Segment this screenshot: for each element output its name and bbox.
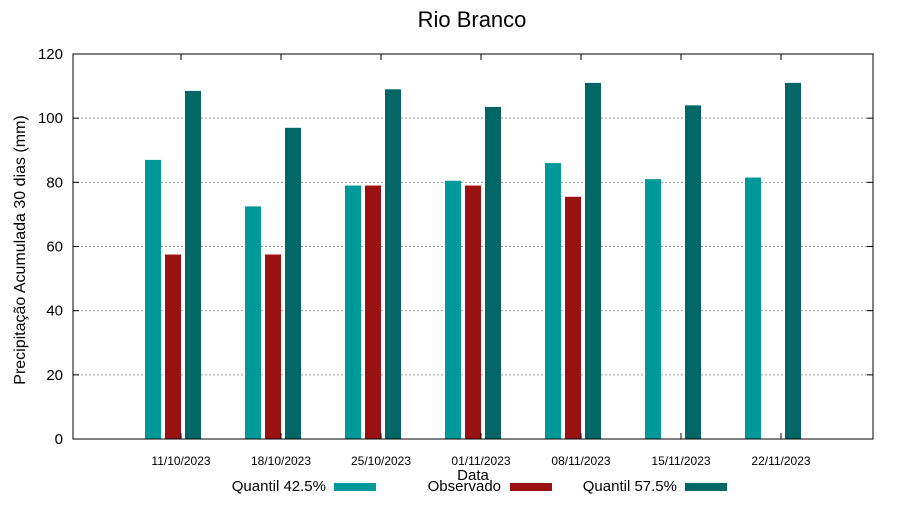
legend: Quantil 42.5% Observado Quantil 57.5% [232,478,727,495]
bar [365,185,381,439]
x-tick-label: 01/11/2023 [451,454,510,468]
legend-swatch [685,483,727,491]
bar [645,179,661,439]
plot-frame [72,53,874,440]
bar [745,177,761,440]
bar [465,185,481,439]
y-tick-label: 20 [46,367,63,384]
y-tick-label: 40 [46,303,63,320]
bar [345,185,361,439]
x-tick-label: 22/11/2023 [751,454,810,468]
y-tick-label: 80 [46,174,63,191]
bar [165,254,181,439]
y-tick-label: 100 [38,110,63,127]
y-tick-label: 60 [46,239,63,256]
y-tick-label: 0 [55,431,63,448]
bar [565,196,581,439]
axes: 11/10/2023 18/10/2023 25/10/2023 01/11/2023… [38,46,874,468]
x-axis-label: Data [457,467,489,484]
x-tick-label: 18/10/2023 [251,454,311,468]
y-axis-label: Precipitação Acumulada 30 dias (mm) [12,115,29,384]
legend-swatch [510,483,552,491]
x-tick-label: 08/11/2023 [551,454,610,468]
bar [545,163,561,440]
bar [685,105,701,439]
chart-title: Rio Branco [418,7,527,32]
bar [485,106,501,439]
y-tick-label: 120 [38,46,63,63]
bar [245,206,261,439]
legend-swatch [334,483,376,491]
legend-label: Quantil 42.5% [232,478,326,495]
x-tick-label: 11/10/2023 [151,454,210,468]
bar [445,180,461,439]
bars [145,82,801,440]
bar [385,89,401,440]
bar [585,82,601,439]
bar [145,159,161,439]
x-tick-label: 25/10/2023 [351,454,411,468]
bar [785,82,801,439]
bar [265,254,281,439]
bar [185,90,201,439]
bar [285,127,301,440]
legend-label: Quantil 57.5% [583,478,677,495]
legend-label: Observado [428,478,501,495]
x-tick-label: 15/11/2023 [651,454,710,468]
